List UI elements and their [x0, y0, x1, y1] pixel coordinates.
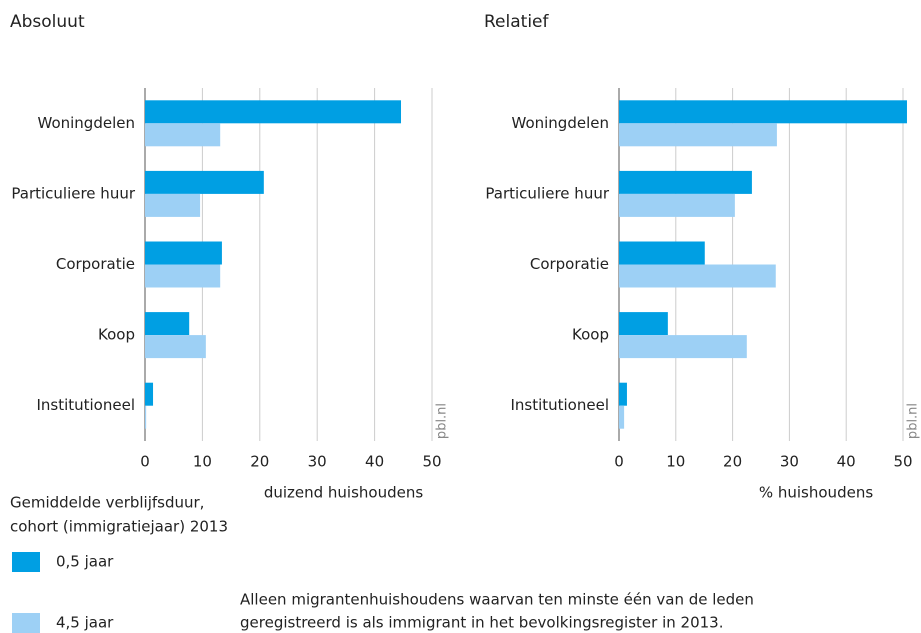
x-tick-label: 10	[666, 453, 685, 471]
x-tick-label: 10	[193, 453, 212, 471]
chart-title: Relatief	[484, 12, 549, 32]
y-tick-label: Institutioneel	[36, 396, 135, 414]
x-tick-label: 40	[837, 453, 856, 471]
legend-swatch	[12, 552, 40, 572]
bar	[145, 100, 402, 124]
legend-label: 0,5 jaar	[56, 553, 114, 571]
legend-title: cohort (immigratiejaar) 2013	[10, 518, 228, 536]
bar	[145, 123, 221, 147]
x-tick-label: 40	[365, 453, 384, 471]
y-tick-label: Woningdelen	[38, 114, 136, 132]
y-tick-label: Corporatie	[56, 255, 135, 273]
x-tick-label: 30	[308, 453, 327, 471]
bar	[619, 193, 735, 217]
bar	[619, 123, 777, 147]
y-tick-label: Woningdelen	[512, 114, 610, 132]
x-tick-label: 0	[614, 453, 624, 471]
bar	[619, 100, 907, 124]
legend-label: 4,5 jaar	[56, 614, 114, 632]
bar	[619, 241, 705, 265]
x-axis-label: % huishoudens	[759, 484, 873, 502]
note: Alleen migrantenhuishoudens waarvan ten …	[240, 591, 754, 609]
bar	[145, 335, 206, 359]
x-tick-label: 20	[723, 453, 742, 471]
bar	[145, 241, 222, 265]
legend-swatch	[12, 613, 40, 633]
x-tick-label: 30	[780, 453, 799, 471]
y-tick-label: Particuliere huur	[11, 184, 135, 202]
note: geregistreerd is als immigrant in het be…	[240, 614, 723, 632]
bar	[145, 405, 147, 429]
bar	[619, 312, 668, 336]
bar	[145, 264, 221, 288]
y-tick-label: Koop	[98, 326, 135, 344]
y-tick-label: Particuliere huur	[485, 184, 609, 202]
bar	[619, 170, 752, 194]
bar	[619, 335, 747, 359]
x-axis-label: duizend huishoudens	[264, 484, 424, 502]
legend-title: Gemiddelde verblijfsduur,	[10, 494, 204, 512]
watermark: pbl.nl	[906, 403, 921, 439]
bar	[145, 170, 264, 194]
bar	[145, 312, 190, 336]
bar	[619, 264, 776, 288]
bar	[619, 405, 625, 429]
chart-title: Absoluut	[10, 12, 85, 32]
y-tick-label: Institutioneel	[510, 396, 609, 414]
watermark: pbl.nl	[435, 403, 450, 439]
x-tick-label: 50	[422, 453, 441, 471]
y-tick-label: Corporatie	[530, 255, 609, 273]
x-tick-label: 50	[893, 453, 912, 471]
x-tick-label: 20	[250, 453, 269, 471]
bar	[145, 382, 154, 406]
bar	[145, 193, 201, 217]
bar	[619, 382, 627, 406]
y-tick-label: Koop	[572, 326, 609, 344]
x-tick-label: 0	[140, 453, 150, 471]
